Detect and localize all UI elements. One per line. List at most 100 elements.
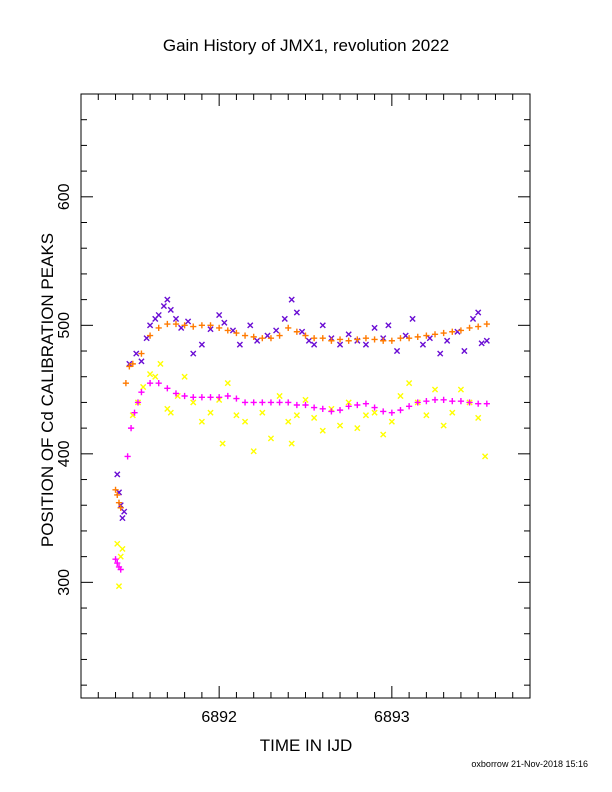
data-point	[267, 335, 275, 342]
data-point	[164, 385, 171, 392]
data-point	[362, 412, 370, 419]
data-point	[293, 412, 300, 419]
data-point	[276, 399, 283, 406]
data-point	[207, 394, 214, 401]
data-point	[114, 491, 121, 499]
data-point	[264, 332, 271, 339]
data-point	[133, 350, 140, 357]
data-point	[276, 392, 283, 400]
data-point	[140, 383, 147, 391]
data-point	[224, 392, 231, 400]
series-3	[112, 380, 490, 573]
data-point	[190, 394, 197, 401]
data-point	[138, 350, 145, 357]
data-point	[354, 336, 361, 343]
data-point	[157, 360, 164, 367]
data-point	[423, 332, 430, 339]
data-point	[393, 347, 401, 355]
data-point	[336, 407, 344, 414]
data-point	[475, 414, 482, 421]
data-point	[172, 320, 180, 328]
data-point	[336, 422, 344, 429]
data-point	[198, 418, 205, 425]
data-point	[114, 471, 121, 478]
y-tick-label: 600	[56, 183, 73, 210]
data-point	[285, 418, 292, 425]
data-point	[254, 337, 261, 344]
data-point	[371, 409, 378, 416]
series-2	[112, 320, 490, 511]
data-point	[371, 404, 378, 411]
data-point	[250, 448, 257, 455]
data-point	[250, 333, 257, 340]
data-point	[181, 322, 188, 329]
data-point	[319, 322, 326, 329]
data-point	[311, 341, 318, 348]
data-point	[466, 399, 473, 406]
data-point	[164, 320, 171, 328]
y-axis-label: POSITION OF Cd CALIBRATION PEAKS	[38, 232, 57, 548]
data-point	[423, 412, 430, 419]
data-point	[457, 386, 465, 393]
data-point	[138, 358, 145, 365]
data-point	[475, 400, 482, 407]
data-point	[198, 341, 205, 348]
data-point	[285, 399, 292, 406]
data-point	[126, 363, 133, 370]
series-0	[114, 296, 490, 522]
data-point	[267, 435, 275, 442]
y-tick-label: 300	[56, 569, 73, 596]
data-point	[423, 398, 430, 405]
data-point	[241, 399, 249, 406]
data-point	[288, 296, 295, 303]
x-tick-label: 6892	[201, 709, 237, 726]
data-point	[431, 396, 439, 403]
data-point	[207, 326, 214, 333]
data-point	[449, 409, 456, 416]
data-point	[457, 398, 465, 405]
data-point	[167, 306, 174, 313]
data-point	[167, 409, 174, 416]
data-point	[449, 328, 456, 335]
data-point	[409, 315, 416, 322]
data-point	[302, 401, 309, 409]
data-point	[181, 392, 188, 400]
plot-frame	[80, 93, 531, 699]
data-point	[152, 373, 159, 380]
data-point	[164, 296, 171, 303]
data-point	[288, 440, 295, 447]
data-point	[247, 322, 254, 329]
data-point	[233, 395, 240, 402]
x-axis-label: TIME IN IJD	[259, 736, 353, 755]
data-point	[229, 327, 237, 334]
data-point	[129, 360, 136, 367]
footer-credit: oxborrow 21-Nov-2018 15:16	[471, 759, 588, 769]
data-point	[431, 386, 439, 393]
data-point	[285, 324, 292, 331]
data-point	[198, 322, 205, 329]
data-point	[233, 329, 240, 337]
data-point	[134, 399, 142, 406]
data-point	[385, 322, 392, 329]
data-point	[414, 333, 421, 340]
data-point	[233, 412, 240, 419]
data-point	[483, 400, 490, 407]
data-point	[121, 508, 128, 515]
data-point	[345, 331, 352, 338]
data-point	[259, 335, 266, 342]
data-point	[380, 408, 387, 415]
data-point	[221, 319, 228, 326]
data-point	[406, 403, 413, 410]
data-point	[146, 332, 154, 339]
data-point	[345, 337, 352, 344]
data-point	[440, 396, 447, 403]
data-point	[119, 514, 126, 522]
data-markers	[112, 296, 490, 590]
data-point	[406, 380, 413, 387]
data-point	[293, 328, 300, 335]
data-point	[302, 332, 309, 339]
data-point	[146, 322, 154, 329]
data-point	[190, 323, 197, 330]
data-point	[449, 398, 456, 405]
